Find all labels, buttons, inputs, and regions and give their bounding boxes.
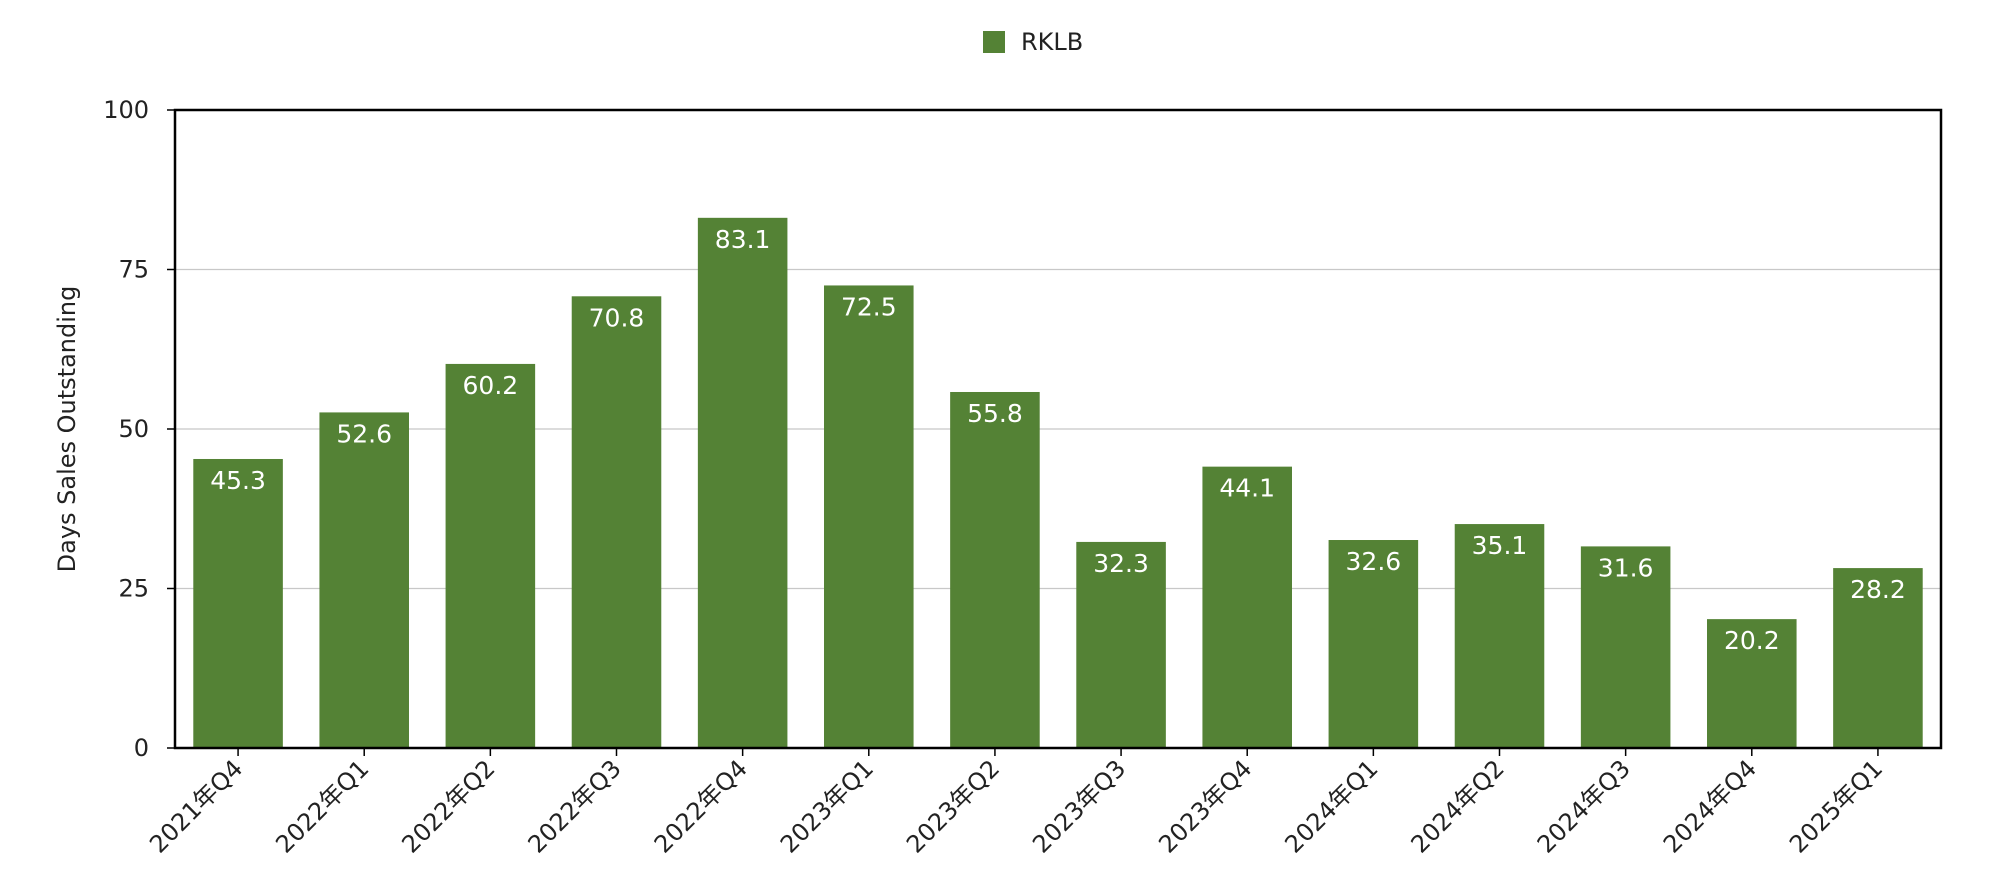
bar-2022年Q2	[445, 363, 536, 748]
y-tick-label-0: 0	[134, 734, 149, 762]
x-tick-label-2022年Q2: 2022年Q2	[396, 754, 500, 858]
x-tick-label-2023年Q3: 2023年Q3	[1027, 754, 1131, 858]
x-tick-label-2024年Q3: 2024年Q3	[1532, 754, 1636, 858]
data-label-2022年Q4: 83.1	[715, 225, 771, 254]
data-label-2021年Q4: 45.3	[210, 466, 266, 495]
x-tick-label-2023年Q2: 2023年Q2	[901, 754, 1005, 858]
data-label-2023年Q2: 55.8	[967, 399, 1023, 428]
y-tick-label-75: 75	[118, 256, 149, 284]
y-axis-ticks: 0 25 50 75 100	[103, 96, 175, 762]
data-labels: 45.3 52.6 60.2 70.8 83.1 72.5 55.8 32.3 44.1 32.6…	[210, 225, 1906, 655]
data-label-2023年Q1: 72.5	[841, 292, 897, 321]
bars	[193, 217, 1923, 748]
legend-label: RKLB	[1021, 28, 1083, 56]
bar-2024年Q1	[1328, 540, 1419, 748]
bar-2022年Q4	[697, 217, 788, 748]
data-label-2023年Q4: 44.1	[1219, 474, 1275, 503]
legend: RKLB	[983, 28, 1083, 56]
data-label-2022年Q3: 70.8	[589, 303, 645, 332]
data-label-2024年Q2: 35.1	[1472, 531, 1528, 560]
x-tick-label-2023年Q1: 2023年Q1	[775, 754, 879, 858]
bar-2023年Q2	[950, 391, 1040, 748]
x-tick-label-2024年Q4: 2024年Q4	[1658, 754, 1762, 858]
y-axis-title: Days Sales Outstanding	[53, 286, 81, 573]
bar-2023年Q1	[824, 285, 914, 748]
bar-2021年Q4	[193, 458, 283, 748]
data-label-2024年Q1: 32.6	[1346, 547, 1402, 576]
data-label-2024年Q4: 20.2	[1724, 626, 1780, 655]
gridlines	[175, 268, 1941, 590]
legend-swatch	[983, 31, 1005, 53]
bar-2024年Q2	[1454, 524, 1545, 748]
data-label-2024年Q3: 31.6	[1598, 553, 1654, 582]
bar-2023年Q4	[1202, 466, 1292, 748]
x-tick-label-2024年Q2: 2024年Q2	[1406, 754, 1510, 858]
x-tick-label-2023年Q4: 2023年Q4	[1153, 754, 1257, 858]
plot-frame	[173, 108, 1943, 750]
x-tick-label-2021年Q4: 2021年Q4	[144, 754, 248, 858]
y-tick-label-25: 25	[118, 575, 149, 603]
x-tick-label-2024年Q1: 2024年Q1	[1279, 754, 1383, 858]
x-axis-ticks: 2021年Q4 2022年Q1 2022年Q2 2022年Q3 2022年Q4 2023年…	[144, 748, 1888, 859]
data-label-2022年Q2: 60.2	[463, 371, 519, 400]
x-tick-label-2025年Q1: 2025年Q1	[1784, 754, 1888, 858]
y-tick-label-50: 50	[118, 415, 149, 443]
bar-2024年Q3	[1580, 546, 1671, 748]
bar-2024年Q4	[1707, 619, 1797, 748]
x-tick-label-2022年Q4: 2022年Q4	[649, 754, 753, 858]
data-label-2025年Q1: 28.2	[1850, 575, 1906, 604]
data-label-2022年Q1: 52.6	[336, 419, 392, 448]
data-label-2023年Q3: 32.3	[1093, 549, 1149, 578]
x-tick-label-2022年Q3: 2022年Q3	[523, 754, 627, 858]
bar-2022年Q3	[571, 296, 662, 748]
y-tick-label-100: 100	[103, 96, 149, 124]
bar-2025年Q1	[1833, 568, 1923, 748]
bar-2022年Q1	[319, 412, 409, 748]
x-tick-label-2022年Q1: 2022年Q1	[270, 754, 374, 858]
bar-2023年Q3	[1076, 541, 1166, 748]
